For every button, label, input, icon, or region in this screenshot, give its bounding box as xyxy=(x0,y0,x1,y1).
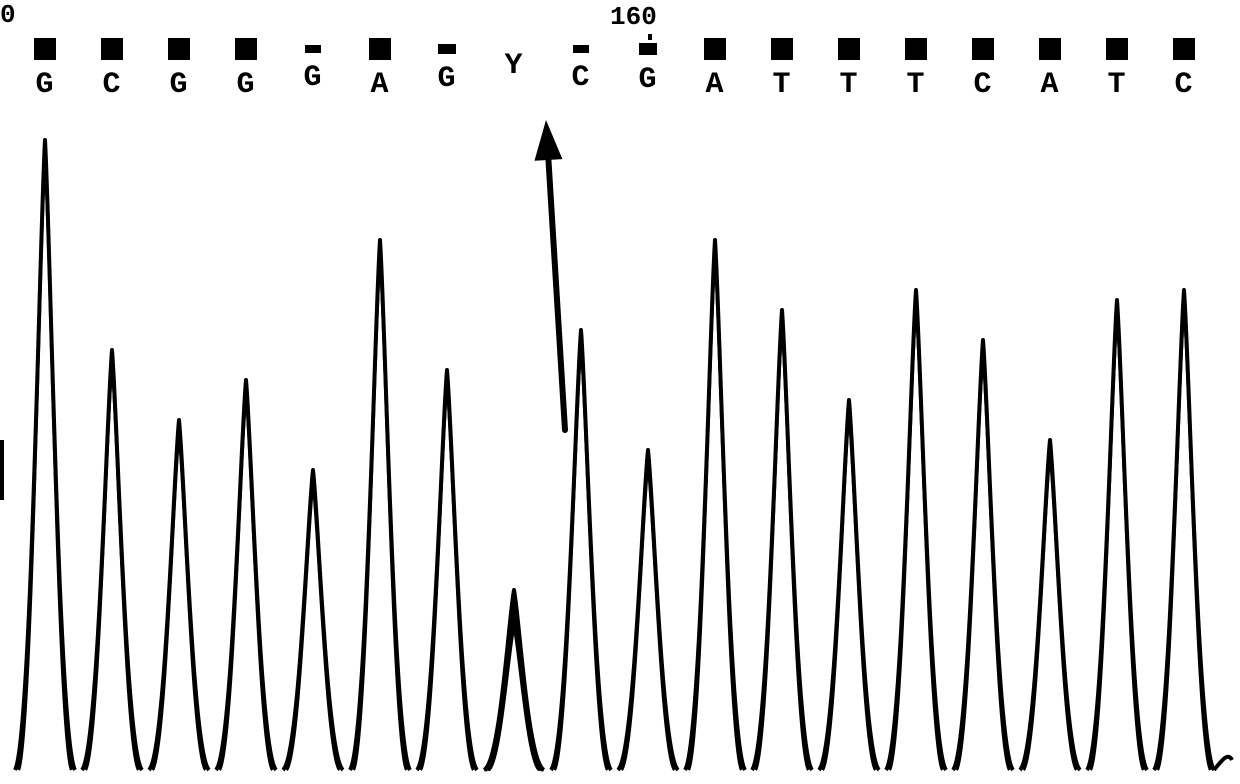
mutation-arrow xyxy=(0,0,1240,784)
chromatogram-figure: 0160 GCGGGAGYCGATTTCATC xyxy=(0,0,1240,784)
